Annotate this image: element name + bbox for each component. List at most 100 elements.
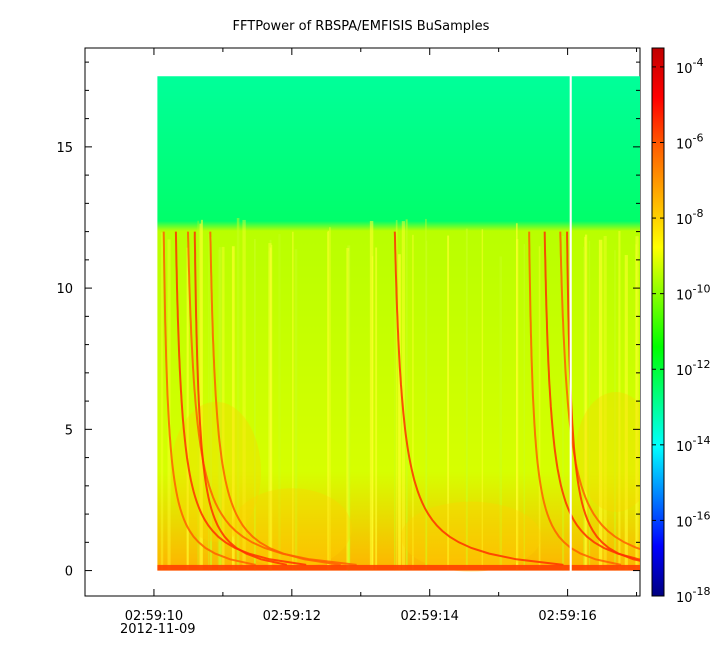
spectrogram-streak bbox=[268, 251, 270, 571]
spectrogram-streak bbox=[269, 247, 272, 571]
colorbar-tick-exponent: -6 bbox=[693, 131, 704, 144]
spectrogram-streak bbox=[199, 223, 202, 571]
spectrogram-streak bbox=[222, 246, 225, 571]
spectrogram-streak bbox=[516, 239, 519, 571]
colorbar-tick-label: 10-16 bbox=[676, 509, 711, 530]
spectrogram-blob bbox=[231, 488, 352, 569]
spectrogram-streak bbox=[588, 240, 591, 571]
spectrogram-streak bbox=[401, 221, 405, 571]
spectrogram-streak bbox=[186, 247, 189, 571]
spectrogram-streak bbox=[465, 228, 468, 571]
colorbar-tick-label: 10-6 bbox=[676, 131, 704, 152]
dispersion-curve bbox=[528, 231, 622, 566]
colorbar-tick-base: 10 bbox=[676, 591, 693, 606]
spectrogram-streak bbox=[292, 231, 294, 571]
colorbar-tick-base: 10 bbox=[676, 440, 693, 455]
y-tick-label: 15 bbox=[56, 141, 73, 156]
spectrogram-streak bbox=[598, 239, 603, 571]
colorbar-tick-exponent: -8 bbox=[693, 207, 704, 220]
y-tick-label: 0 bbox=[65, 565, 73, 580]
colorbar-tick-label: 10-8 bbox=[676, 207, 704, 228]
spectrogram-blob bbox=[170, 401, 261, 542]
spectrogram-streak bbox=[635, 236, 639, 571]
colorbar-tick-base: 10 bbox=[676, 62, 693, 77]
spectrogram-streak bbox=[583, 246, 585, 571]
spectrogram-streak bbox=[218, 247, 222, 571]
spectrogram-streak bbox=[200, 219, 203, 571]
spectrogram-streak bbox=[253, 239, 256, 571]
spectrogram-streak bbox=[236, 217, 240, 571]
dispersion-curve bbox=[559, 231, 640, 551]
spectrogram-streak bbox=[584, 236, 586, 571]
spectrogram-streak bbox=[412, 234, 414, 571]
spectrogram-streak bbox=[369, 220, 374, 571]
spectrogram-streak bbox=[618, 230, 621, 571]
spectrogram-streak bbox=[167, 239, 171, 571]
spectrogram-streak bbox=[394, 240, 396, 571]
x-axis: 02:59:10 02:59:12 02:59:14 02:59:16 bbox=[84, 48, 638, 624]
spectrogram-streak bbox=[538, 246, 541, 571]
spectrogram-streak bbox=[278, 234, 281, 571]
colorbar-tick-exponent: -14 bbox=[693, 434, 711, 447]
colorbar-tick-label: 10-10 bbox=[676, 283, 711, 304]
colorbar-tick-base: 10 bbox=[676, 137, 693, 152]
colorbar-tick-label: 10-12 bbox=[676, 358, 711, 379]
x-tick-label: 02:59:10 bbox=[125, 609, 183, 624]
spectrogram-streak bbox=[375, 247, 378, 571]
spectrogram-streak bbox=[515, 223, 518, 571]
colorbar-tick-base: 10 bbox=[676, 364, 693, 379]
low-frequency-band bbox=[157, 564, 640, 571]
colorbar-tick-exponent: -18 bbox=[693, 585, 711, 598]
spectrogram-streak bbox=[242, 219, 246, 571]
colorbar-tick-exponent: -16 bbox=[693, 509, 711, 522]
x-tick-label: 02:59:14 bbox=[401, 609, 459, 624]
spectrogram-streak bbox=[395, 220, 398, 571]
y-tick-label: 5 bbox=[65, 423, 73, 438]
spectrogram-streak bbox=[398, 254, 401, 571]
colorbar-tick-base: 10 bbox=[676, 289, 693, 304]
spectrogram-streak bbox=[327, 230, 329, 571]
dispersion-curve bbox=[543, 231, 640, 561]
chart-title: FFTPower of RBSPA/EMFISIS BuSamples bbox=[233, 19, 490, 34]
data-gap bbox=[569, 75, 572, 572]
spectrogram-streak bbox=[268, 243, 272, 571]
spectrogram-streak bbox=[231, 246, 235, 571]
spectrogram-blob bbox=[401, 501, 542, 572]
x-tick-label: 02:59:12 bbox=[263, 609, 321, 624]
dispersion-curve bbox=[209, 231, 341, 566]
colorbar-tick-exponent: -4 bbox=[693, 56, 704, 69]
spectrogram-streak bbox=[348, 251, 350, 571]
spectrogram-streak bbox=[425, 218, 427, 571]
colorbar-tick-label: 10-18 bbox=[676, 585, 711, 606]
spectrogram-streak bbox=[584, 234, 588, 571]
spectrogram-blob bbox=[575, 391, 640, 512]
colorbar-tick-exponent: -12 bbox=[693, 358, 711, 371]
spectrogram-streak bbox=[523, 244, 525, 571]
colorbar-tick-exponent: -10 bbox=[693, 283, 711, 296]
spectrogram-streak bbox=[329, 227, 331, 571]
spectrogram-streak bbox=[635, 244, 637, 571]
x-tick-label: 02:59:16 bbox=[538, 609, 596, 624]
y-axis: 0 5 10 15 bbox=[56, 61, 640, 580]
spectrogram-streak bbox=[294, 249, 298, 571]
colorbar-tick-base: 10 bbox=[676, 213, 693, 228]
spectrogram-streak bbox=[425, 240, 428, 571]
spectrogram-streak bbox=[481, 229, 484, 571]
spectrogram-streak bbox=[447, 235, 450, 571]
spectrogram-data bbox=[157, 75, 640, 572]
spectrogram-streak bbox=[405, 219, 408, 571]
dispersion-curve bbox=[393, 231, 564, 566]
spectrogram-streak bbox=[270, 244, 273, 571]
colorbar-tick-label: 10-14 bbox=[676, 434, 711, 455]
spectrogram-streak bbox=[210, 237, 213, 571]
y-tick-label: 10 bbox=[56, 282, 73, 297]
colorbar-tick-base: 10 bbox=[676, 515, 693, 530]
spectrogram-streak bbox=[346, 247, 350, 571]
spectrogram-streak bbox=[499, 256, 503, 571]
spectrogram-streak bbox=[624, 255, 628, 571]
dispersion-curve bbox=[187, 231, 357, 566]
x-date-label: 2012-11-09 bbox=[120, 622, 196, 637]
dispersion-curve bbox=[162, 231, 256, 566]
